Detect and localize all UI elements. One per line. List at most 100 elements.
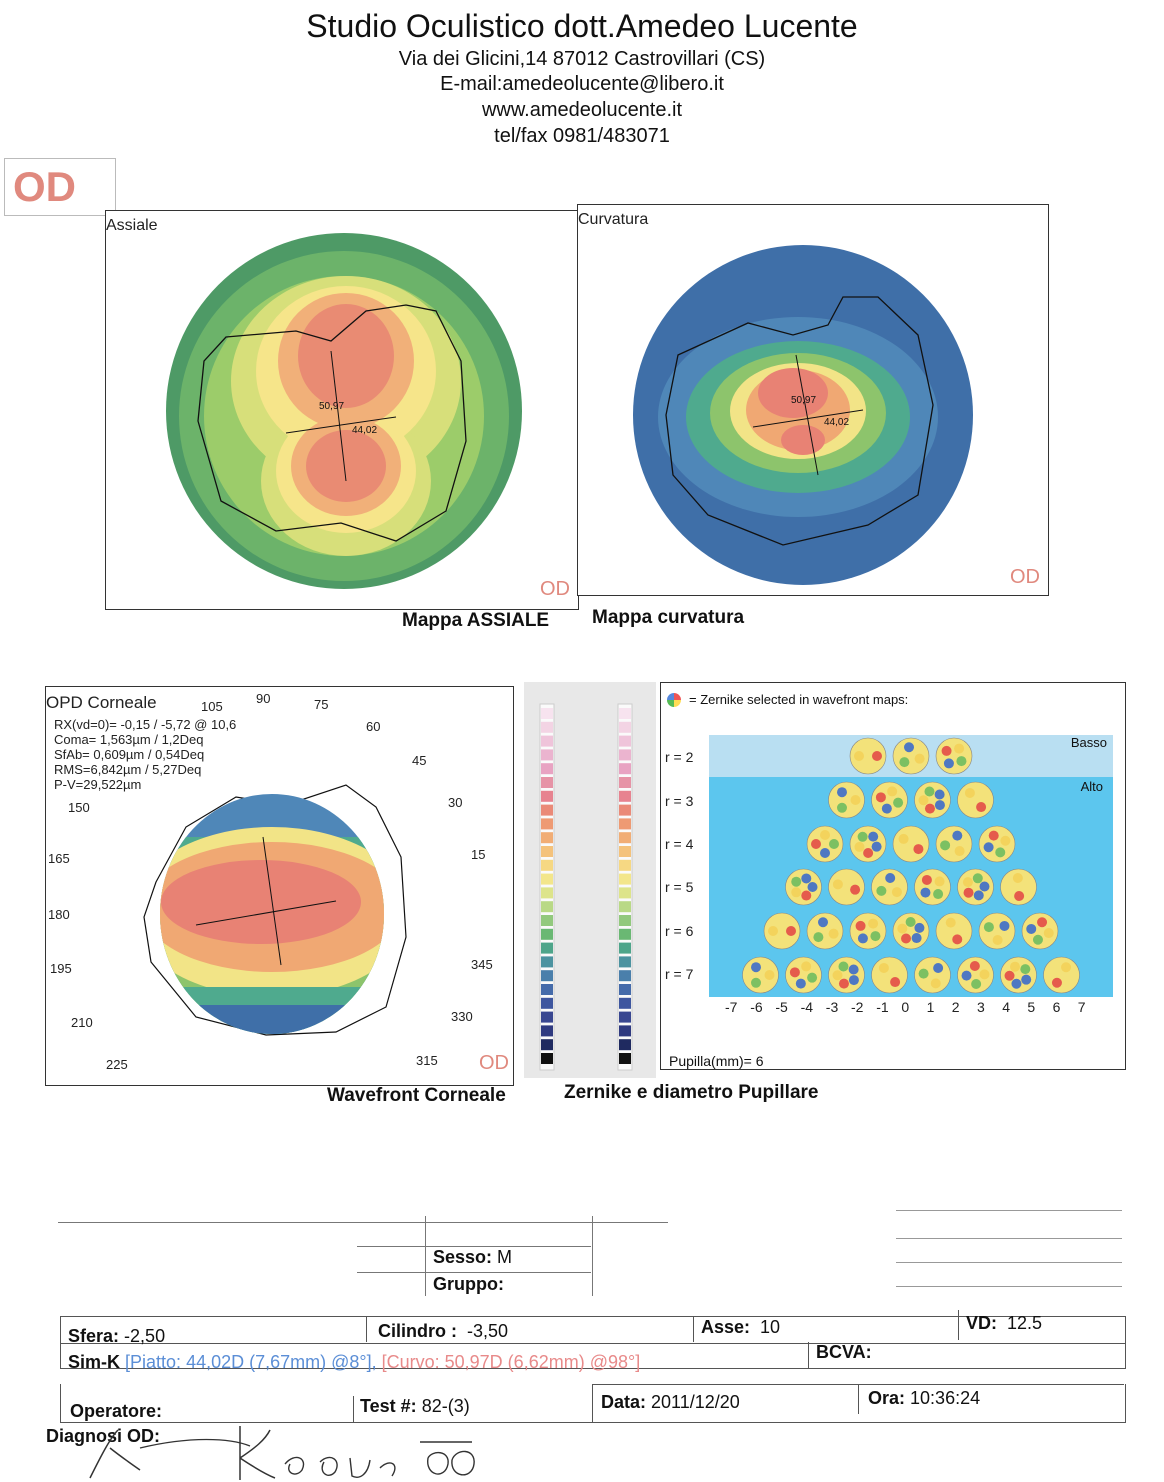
angle-90: 90 [256, 691, 271, 706]
data-value: 2011/12/20 [651, 1392, 740, 1412]
zernike-alto: Alto [1080, 779, 1103, 794]
zernike-mode [957, 956, 994, 994]
angle-105: 105 [201, 699, 223, 714]
handwritten-signature [89, 1426, 475, 1480]
scale-cell [541, 721, 553, 733]
asse-value: 10 [760, 1317, 781, 1337]
scale-cell [541, 915, 553, 926]
scale-cell [619, 928, 631, 940]
zernike-pyramid: Basso Alto [709, 735, 1113, 997]
scale-cell [619, 818, 631, 830]
zernike-mode [849, 737, 887, 775]
form-line-right-3 [896, 1262, 1122, 1263]
clinic-email: E-mail:amedeolucente@libero.it [440, 73, 724, 95]
angle-165: 165 [48, 851, 70, 866]
zernike-mode [785, 956, 822, 994]
scale-cell [619, 1053, 631, 1064]
zernike-mode [935, 912, 973, 950]
wavefront-map [143, 784, 407, 1036]
zernike-mode [914, 956, 951, 994]
vd-value: 12.5 [1007, 1313, 1043, 1333]
zernike-mode [957, 781, 994, 819]
scale-cell [541, 997, 553, 1009]
test-value: 82-(3) [421, 1396, 470, 1416]
zernike-legend-icon [667, 693, 681, 707]
data-field: Data: 2011/12/20 [601, 1392, 740, 1412]
scale-cell [619, 832, 631, 844]
scale-cell [619, 997, 631, 1009]
angle-210: 210 [71, 1015, 93, 1030]
refraction-row [60, 1316, 1126, 1344]
test-field: Test #: 82-(3) [360, 1396, 470, 1416]
order-r7: r = 7 [665, 966, 694, 982]
scale-cell [541, 970, 553, 982]
zernike-mode [871, 868, 908, 906]
angle-330: 330 [451, 1009, 473, 1024]
angle-345: 345 [471, 957, 493, 972]
sfera-field: Sfera: -2,50 [68, 1326, 166, 1346]
scale-cell [541, 846, 553, 857]
zernike-mode [1000, 956, 1037, 994]
scale-cell [619, 873, 631, 885]
angle-45: 45 [412, 753, 427, 768]
asse-field: Asse: 10 [701, 1317, 781, 1337]
axial-map-caption: Mappa ASSIALE [402, 610, 550, 631]
angle-315: 315 [416, 1053, 438, 1068]
scale-cell [541, 1025, 553, 1037]
zernike-caption: Zernike e diametro Pupillare [564, 1082, 819, 1103]
scale-cell [619, 887, 631, 899]
scale-cell [619, 790, 631, 802]
zernike-mode [828, 781, 865, 819]
vd-field: VD: 12.5 [966, 1313, 1043, 1333]
sep-2 [693, 1316, 694, 1342]
sep-7 [858, 1384, 859, 1414]
axial-map-panel: Assiale 50,97 44,02 OD [105, 210, 579, 610]
scale-cell [541, 1039, 553, 1051]
zernike-x-label: 7 [1077, 999, 1086, 1015]
color-scale [524, 682, 656, 1078]
operatore-field: Operatore: [70, 1401, 163, 1421]
zernike-mode [1043, 956, 1080, 994]
zernike-mode [849, 825, 887, 863]
angle-150: 150 [68, 800, 90, 815]
scale-cell [541, 818, 553, 830]
scale-cell [541, 1011, 553, 1023]
simk-piatto: [Piatto: 44,02D (7,67mm) @8°], [125, 1352, 377, 1372]
sep-4 [808, 1342, 809, 1368]
scale-cell [541, 1053, 553, 1064]
zernike-x-label: 2 [951, 999, 960, 1015]
gruppo-line [357, 1272, 591, 1273]
zernike-x-label: -1 [876, 999, 889, 1015]
zernike-x-label: -3 [825, 999, 839, 1015]
clinic-website: www.amedeolucente.it [481, 99, 683, 121]
zernike-x-label: 0 [901, 999, 910, 1015]
form-line-right-2 [896, 1238, 1122, 1239]
sfera-value: -2,50 [124, 1326, 166, 1346]
scale-cell [619, 749, 631, 761]
angle-15: 15 [471, 847, 486, 862]
zernike-mode [978, 912, 1016, 950]
scale-cell [619, 708, 631, 719]
zernike-mode [785, 868, 822, 906]
zernike-mode [742, 956, 779, 994]
wavefront-pv: P-V=29,522µm [54, 777, 142, 792]
scale-cell [541, 859, 553, 871]
zernike-mode [806, 825, 844, 863]
scale-cell [541, 873, 553, 885]
curvature-map-panel: Curvatura 50,97 44,02 OD [577, 204, 1049, 596]
curvature-map-label: Curvatura [578, 211, 649, 228]
zernike-x-label: 5 [1027, 999, 1036, 1015]
simk-row [60, 1342, 1126, 1369]
scale-cell [619, 735, 631, 747]
scale-cell [619, 721, 631, 733]
zernike-mode [892, 825, 930, 863]
sep-5 [353, 1396, 354, 1422]
zernike-mode [935, 737, 973, 775]
scale-cell [541, 777, 553, 788]
zernike-mode [914, 781, 951, 819]
clinic-title: Studio Oculistico dott.Amedeo Lucente [306, 8, 858, 44]
simk-label: Sim-K [68, 1352, 121, 1372]
wavefront-sfab: SfAb= 0,609µm / 0,54Deq [54, 747, 205, 762]
scale-cell [541, 887, 553, 899]
wavefront-caption: Wavefront Corneale [327, 1085, 506, 1106]
